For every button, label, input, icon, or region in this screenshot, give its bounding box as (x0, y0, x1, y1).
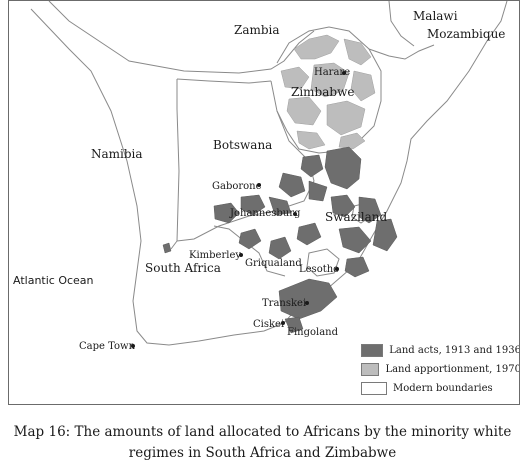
namibia-botswana-border (170, 79, 180, 250)
lesotho-dot (335, 267, 339, 271)
coastline (30, 1, 508, 346)
kimberley-dot (239, 253, 243, 257)
legend-item-land-acts: Land acts, 1913 and 1936 (361, 341, 520, 359)
zimbabwe-border (276, 26, 382, 154)
label-south-africa: South Africa (145, 261, 221, 275)
legend-swatch-land-apportionment (361, 362, 380, 376)
label-mozambique: Mozambique (427, 27, 505, 41)
legend-item-modern-boundaries: Modern boundaries (361, 379, 519, 397)
cities (131, 71, 346, 348)
transkei-dot (305, 301, 309, 305)
label-fingoland: Fingoland (287, 327, 339, 338)
ciskei-dot (281, 321, 285, 325)
map-frame: Zambia Malawi Mozambique Harare Zimbabwe… (8, 0, 520, 405)
label-transkei: Transkei (262, 298, 306, 309)
gaborone-dot (257, 183, 261, 187)
boundaries (30, 1, 508, 346)
legend-label-modern-boundaries: Modern boundaries (393, 382, 493, 394)
botswana-north (176, 78, 272, 84)
zambia-border (48, 1, 315, 74)
label-namibia: Namibia (91, 147, 143, 161)
caption-line-1: Map 16: The amounts of land allocated to… (13, 424, 512, 440)
label-zimbabwe: Zimbabwe (291, 85, 354, 99)
map-labels: Zambia Malawi Mozambique Harare Zimbabwe… (13, 9, 505, 352)
legend-swatch-land-acts (361, 343, 384, 357)
map: Zambia Malawi Mozambique Harare Zimbabwe… (13, 1, 508, 352)
harare-dot (342, 71, 346, 75)
botswana-east (176, 80, 315, 242)
mozambique-inner (368, 44, 435, 60)
legend-label-land-acts: Land acts, 1913 and 1936 (389, 344, 520, 356)
label-griqualand: Griqualand (245, 258, 302, 269)
label-swaziland: Swaziland (325, 210, 388, 224)
legend-item-land-apportionment: Land apportionment, 1970 (361, 360, 520, 378)
label-atlantic-ocean: Atlantic Ocean (13, 274, 94, 287)
land-acts-areas (162, 146, 398, 334)
map-caption: Map 16: The amounts of land allocated to… (0, 422, 525, 464)
johannesburg-dot (293, 212, 297, 216)
cape-town-dot (131, 344, 135, 348)
label-johannesburg: Johannesburg (229, 208, 301, 219)
label-cape-town: Cape Town (79, 341, 136, 352)
label-botswana: Botswana (213, 138, 272, 152)
legend-label-land-apportionment: Land apportionment, 1970 (385, 363, 520, 375)
label-kimberley: Kimberley (189, 250, 241, 261)
legend-swatch-modern-boundaries (361, 381, 387, 395)
malawi-border (388, 1, 415, 47)
label-harare: Harare (314, 67, 350, 78)
label-gaborone: Gaborone (212, 181, 262, 192)
land-apportionment-areas (280, 34, 376, 150)
lesotho-border (306, 248, 340, 277)
label-zambia: Zambia (234, 23, 280, 37)
label-ciskei: Ciskei (253, 319, 284, 330)
label-lesotho: Lesotho (299, 264, 339, 275)
caption-line-2: regimes in South Africa and Zimbabwe (128, 445, 397, 461)
label-malawi: Malawi (413, 9, 458, 23)
map-legend: Land acts, 1913 and 1936 Land apportionm… (361, 341, 520, 398)
